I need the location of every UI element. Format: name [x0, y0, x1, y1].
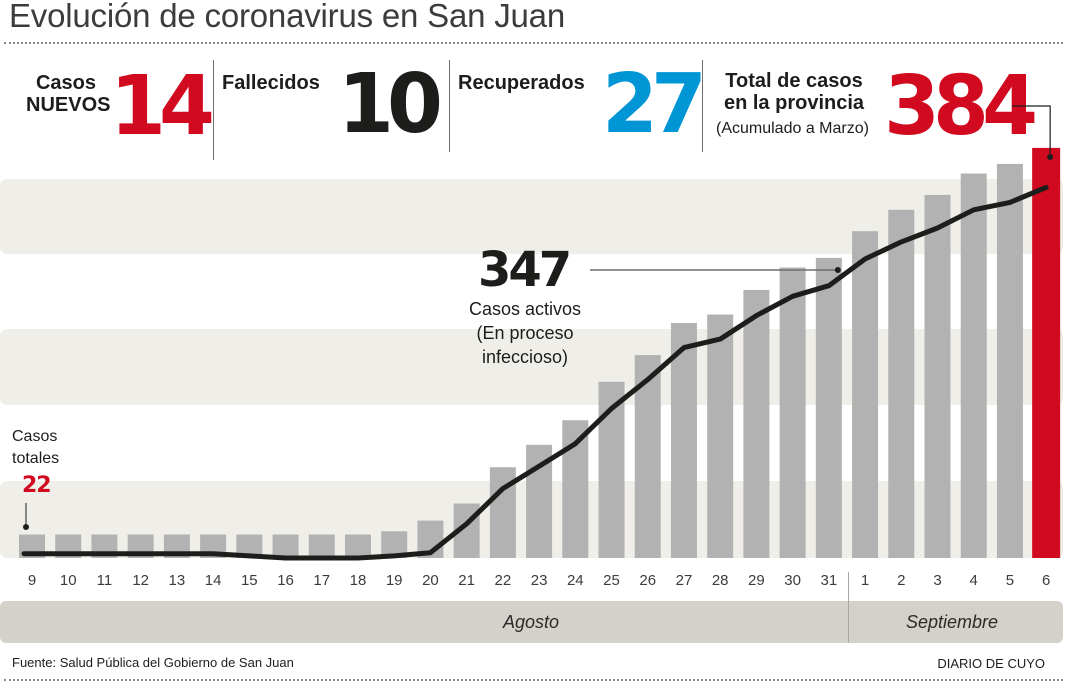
bar-31 [815, 257, 842, 558]
bar-4 [960, 173, 987, 558]
deaths-value: 10 [338, 57, 443, 152]
bar-15 [236, 534, 263, 558]
active-cases-value: 347 [478, 242, 572, 298]
active-leader-dot [834, 267, 841, 273]
kpi-divider [213, 60, 214, 160]
new-cases-label-line1: Casos [35, 72, 97, 94]
start-leader-dot [23, 524, 29, 530]
x-tick-label: 30 [784, 572, 801, 589]
bar-18 [344, 534, 371, 558]
recovered-label: Recuperados [458, 72, 585, 94]
start-caption-line2: totales [12, 450, 60, 467]
total-cases-caption: Casos totales [12, 426, 59, 470]
source-note: Fuente: Salud Pública del Gobierno de Sa… [12, 655, 294, 670]
month-label-august: Agosto [503, 612, 560, 632]
x-tick-label: 1 [861, 572, 869, 589]
active-cases-caption: Casos activos (En proceso infeccioso) [455, 297, 595, 369]
x-tick-label: 21 [458, 572, 475, 589]
active-caption-line2: (En proceso [476, 323, 574, 343]
total-label-line1: Total de casos [725, 70, 863, 92]
bar-16 [272, 534, 299, 558]
x-tick-label: 26 [639, 572, 656, 589]
page-title: Evolución de coronavirus en San Juan [9, 0, 565, 34]
month-label-september: Septiembre [906, 612, 999, 632]
x-tick-label: 6 [1042, 572, 1050, 589]
x-tick-label: 22 [495, 572, 512, 589]
footer-divider [4, 679, 1063, 681]
bar-29 [743, 289, 770, 558]
total-label: Total de casos en la provincia [714, 70, 874, 114]
new-cases-label: Casos NUEVOS [26, 72, 111, 116]
total-label-line2: en la provincia [723, 92, 865, 114]
bars [19, 147, 1061, 558]
bar-6 [1032, 147, 1061, 558]
chart-canvas: 9 10 11 12 13 14 15 16 17 18 19 20 21 22 23 24 25 26 27 28 2… [0, 105, 1063, 589]
bar-28 [707, 314, 734, 558]
x-tick-label: 27 [676, 572, 693, 589]
title-divider [4, 42, 1063, 44]
start-total-value: 22 [22, 473, 52, 498]
month-divider [848, 572, 849, 643]
x-tick-label: 24 [567, 572, 584, 589]
month-band [0, 601, 1063, 643]
x-tick-label: 9 [28, 572, 36, 589]
x-tick-label: 23 [531, 572, 548, 589]
x-tick-label: 12 [132, 572, 149, 589]
active-caption-line1: Casos activos [468, 299, 582, 319]
bar-3 [924, 194, 951, 558]
x-axis-labels: 9 10 11 12 13 14 15 16 17 18 19 20 21 22 23 24 25 26 27 28 2… [28, 572, 1051, 589]
bar-17 [308, 534, 335, 558]
active-cases-polyline [21, 184, 1049, 561]
x-tick-label: 4 [970, 572, 978, 589]
recovered-value: 27 [602, 57, 707, 152]
x-tick-label: 14 [205, 572, 222, 589]
bar-27 [670, 323, 697, 558]
x-tick-label: 2 [897, 572, 905, 589]
x-tick-label: 25 [603, 572, 620, 589]
total-leader-dot [1047, 154, 1054, 160]
bar-5 [996, 163, 1023, 558]
total-leader-line [1012, 105, 1051, 155]
x-tick-label: 18 [350, 572, 367, 589]
x-tick-label: 3 [933, 572, 941, 589]
x-tick-label: 29 [748, 572, 765, 589]
grid-band [0, 179, 1063, 254]
new-cases-value: 14 [110, 59, 215, 154]
active-cases-line [21, 184, 1049, 561]
x-tick-label: 19 [386, 572, 403, 589]
kpi-divider [449, 60, 450, 152]
total-subtitle: (Acumulado a Marzo) [716, 120, 869, 137]
active-caption-line3: infeccioso) [481, 347, 569, 367]
x-tick-label: 28 [712, 572, 729, 589]
x-tick-label: 10 [60, 572, 77, 589]
bar-1 [852, 231, 879, 558]
x-tick-label: 15 [241, 572, 258, 589]
deaths-label: Fallecidos [222, 72, 320, 94]
x-tick-label: 13 [169, 572, 186, 589]
publisher-credit: DIARIO DE CUYO [937, 656, 1045, 671]
new-cases-label-line2: NUEVOS [26, 94, 111, 116]
x-tick-label: 31 [820, 572, 837, 589]
x-tick-label: 17 [313, 572, 330, 589]
bar-30 [779, 267, 806, 558]
kpi-divider [702, 60, 703, 152]
start-caption-line1: Casos [12, 428, 58, 445]
annotation-leaders [23, 105, 1054, 530]
bar-2 [888, 209, 915, 558]
x-tick-label: 11 [97, 572, 113, 589]
x-tick-label: 5 [1006, 572, 1014, 589]
x-tick-label: 16 [277, 572, 294, 589]
x-tick-label: 20 [422, 572, 439, 589]
